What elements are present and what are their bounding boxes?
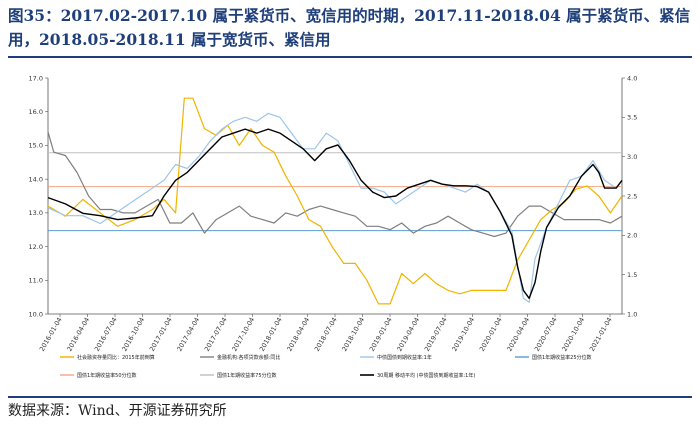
x-tick-label-15: 2019-10-04	[450, 316, 476, 353]
left-tick-label-5: 15.0	[29, 142, 43, 150]
x-tick-label-0: 2016-01-04	[38, 316, 64, 353]
x-tick-label-18: 2020-07-04	[533, 316, 559, 353]
x-tick-label-2: 2016-07-04	[93, 316, 119, 353]
x-tick-label-9: 2018-04-04	[285, 316, 311, 353]
right-tick-label-5: 3.5	[627, 114, 637, 122]
x-tick-label-17: 2020-04-04	[505, 316, 531, 353]
series-line-1	[47, 131, 623, 238]
left-tick-label-1: 11.0	[29, 277, 43, 285]
right-tick-label-6: 4.0	[627, 74, 637, 82]
x-tick-label-19: 2020-10-04	[560, 316, 586, 353]
legend-label-4: 国债1年期收益率50分位数	[77, 372, 137, 379]
x-tick-label-6: 2017-07-04	[203, 316, 229, 353]
x-tick-label-14: 2019-07-04	[423, 316, 449, 353]
legend-label-6: 30周期 移动平均 (中债国债到期收益率:1年)	[377, 372, 475, 379]
data-source: 数据来源：Wind、开源证券研究所	[8, 403, 227, 419]
legend-label-5: 国债1年期收益率75分位数	[217, 372, 277, 379]
x-tick-label-13: 2019-04-04	[395, 316, 421, 353]
x-tick-label-1: 2016-04-04	[65, 316, 91, 353]
left-tick-label-0: 10.0	[29, 310, 43, 318]
legend: 社会融资存量同比：2015年前倒算 金融机构:各项贷款余额:同比 中债国债到期收益率…	[60, 354, 592, 379]
x-tick-label-12: 2019-01-04	[368, 316, 394, 353]
right-tick-label-3: 2.5	[627, 192, 637, 200]
left-tick-label-2: 12.0	[29, 243, 43, 251]
series-line-2	[47, 112, 623, 303]
left-axis: 10.0 11.0 12.0 13.0 14.0 15.0 16.0 17.0	[29, 74, 48, 318]
x-axis: 2016-01-04 2016-04-04 2016-07-04 2016-10-04…	[38, 314, 614, 353]
legend-label-3: 国债1年期收益率25分位数	[532, 354, 592, 361]
x-tick-label-11: 2018-10-04	[340, 316, 366, 353]
right-tick-label-0: 1.0	[627, 310, 637, 318]
series-line-0	[47, 97, 623, 305]
x-tick-label-20: 2021-01-04	[588, 316, 614, 353]
left-tick-label-6: 16.0	[29, 108, 43, 116]
x-tick-label-10: 2018-07-04	[313, 316, 339, 353]
x-tick-label-16: 2020-01-04	[478, 316, 504, 353]
left-tick-label-3: 13.0	[29, 209, 43, 217]
right-tick-label-1: 1.5	[627, 271, 637, 279]
legend-label-1: 金融机构:各项贷款余额:同比	[217, 354, 280, 361]
right-tick-label-2: 2.0	[627, 232, 637, 240]
left-tick-label-4: 14.0	[29, 175, 43, 183]
reference-lines	[48, 152, 622, 232]
footer-rule	[8, 396, 692, 398]
right-tick-label-4: 3.0	[627, 153, 637, 161]
series-line-6	[47, 128, 623, 300]
right-axis: 1.0 1.5 2.0 2.5 3.0 3.5 4.0	[622, 74, 637, 318]
x-tick-label-5: 2017-04-04	[175, 316, 201, 353]
chart-canvas: 10.0 11.0 12.0 13.0 14.0 15.0 16.0 17.0 1.0 1.5 2…	[29, 74, 638, 379]
x-tick-label-3: 2016-10-04	[120, 316, 146, 353]
chart-title: 图35：2017.02-2017.10 属于紧货币、宽信用的时期，2017.11…	[8, 6, 691, 49]
series-layer	[47, 97, 623, 305]
x-tick-label-8: 2018-01-04	[258, 316, 284, 353]
left-tick-label-7: 17.0	[29, 74, 43, 82]
legend-label-2: 中债国债到期收益率:1年	[377, 354, 432, 361]
x-tick-label-4: 2017-01-04	[148, 316, 174, 353]
legend-label-0: 社会融资存量同比：2015年前倒算	[77, 354, 155, 361]
title-rule	[8, 56, 692, 58]
x-tick-label-7: 2017-10-04	[230, 316, 256, 353]
